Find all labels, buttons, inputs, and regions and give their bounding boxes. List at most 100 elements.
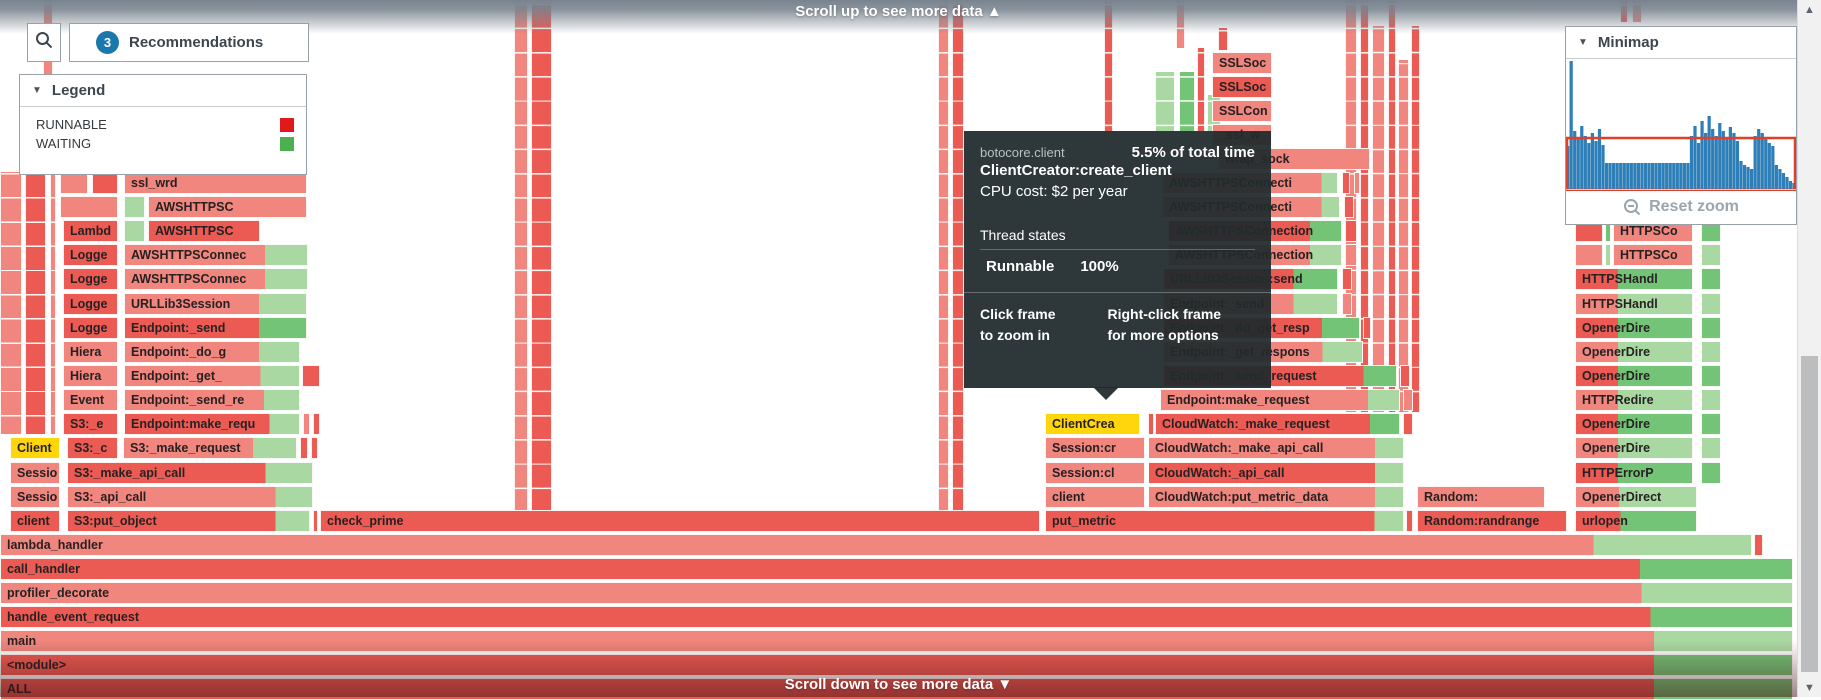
flame-frame[interactable]: Endpoint:_get_ [124, 365, 300, 387]
flame-frame[interactable]: AWSHTTPSC [148, 196, 307, 218]
flame-filler-column[interactable] [531, 0, 552, 510]
flame-frame[interactable]: Event [63, 389, 118, 411]
flame-frame[interactable]: Logge [63, 244, 118, 266]
scrollbar-thumb[interactable] [1801, 356, 1818, 672]
flame-frame[interactable]: S3:_make_api_call [67, 462, 313, 484]
legend-header[interactable]: ▼ Legend [20, 75, 306, 107]
flame-filler-column[interactable] [1411, 26, 1420, 412]
flame-frame-small[interactable] [1400, 365, 1410, 387]
flame-frame[interactable]: Client [10, 437, 60, 459]
flame-frame[interactable]: OpenerDire [1575, 365, 1693, 387]
flame-filler-column[interactable] [1155, 72, 1175, 131]
flame-frame[interactable]: check_prime [320, 510, 1040, 532]
flame-frame[interactable]: call_handler [0, 558, 1793, 580]
flame-frame[interactable]: Session:cl [1045, 462, 1145, 484]
flame-frame-small[interactable] [300, 437, 308, 459]
flame-frame[interactable]: client [10, 510, 60, 532]
flame-filler-column[interactable] [1104, 0, 1113, 131]
flame-frame[interactable]: CloudWatch:put_metric_data [1148, 486, 1404, 508]
flame-frame-small[interactable] [313, 510, 318, 532]
scrollbar-up-arrow-icon[interactable]: ▲ [1804, 4, 1815, 16]
flame-frame-small[interactable] [60, 196, 118, 218]
flame-frame[interactable]: OpenerDire [1575, 317, 1693, 339]
flame-frame-small[interactable] [1701, 365, 1721, 387]
recommendations-button[interactable]: 3 Recommendations [69, 23, 309, 62]
flame-frame[interactable]: HTTPErrorP [1575, 462, 1693, 484]
flame-frame[interactable]: S3:_api_call [67, 486, 313, 508]
flame-filler-column[interactable] [1218, 28, 1228, 50]
flame-frame[interactable]: Random:randrange [1417, 510, 1567, 532]
flame-frame[interactable]: Random: [1417, 486, 1545, 508]
flame-frame-small[interactable] [1403, 389, 1413, 411]
flame-frame[interactable]: S3:_make_request [123, 437, 297, 459]
flame-frame[interactable]: ssl_wrd [124, 172, 307, 194]
search-button[interactable] [27, 23, 61, 62]
flame-frame[interactable]: S3:put_object [67, 510, 310, 532]
flame-frame[interactable]: S3:_c [67, 437, 118, 459]
flame-frame-small[interactable] [60, 172, 88, 194]
scroll-up-hint[interactable]: Scroll up to see more data ▲ [795, 3, 1002, 20]
flame-filler-column[interactable] [514, 0, 528, 510]
flame-frame-small[interactable] [124, 220, 145, 242]
flame-frame-small[interactable] [303, 413, 310, 435]
flame-frame[interactable]: Logge [63, 317, 118, 339]
flame-filler-column[interactable] [952, 0, 964, 510]
flame-frame[interactable]: Sessio [10, 462, 60, 484]
flame-frame[interactable]: S3:_e [63, 413, 118, 435]
flame-frame-small[interactable] [1701, 437, 1721, 459]
flame-filler-column[interactable] [1372, 26, 1385, 412]
flame-frame[interactable]: put_metric [1045, 510, 1404, 532]
flame-frame-small[interactable] [1701, 317, 1721, 339]
flame-frame-small[interactable] [1345, 220, 1357, 242]
reset-zoom-button[interactable]: Reset zoom [1566, 189, 1796, 224]
vertical-scrollbar[interactable]: ▲ ▼ [1797, 0, 1821, 697]
flame-frame-small[interactable] [1406, 510, 1413, 532]
flame-frame[interactable]: HTTPSCo [1613, 244, 1693, 266]
flame-frame-small[interactable] [1701, 389, 1721, 411]
scrollbar-down-arrow-icon[interactable]: ▼ [1804, 682, 1815, 694]
flame-frame[interactable]: ClientCrea [1045, 413, 1140, 435]
flame-frame-small[interactable] [1754, 534, 1763, 556]
flame-frame-small[interactable] [1701, 244, 1721, 266]
flame-filler-column[interactable] [1197, 48, 1205, 131]
flame-frame-small[interactable] [1403, 413, 1413, 435]
flame-frame-small[interactable] [1342, 268, 1352, 290]
flame-frame-small[interactable] [1345, 244, 1357, 266]
flame-filler-column[interactable] [1398, 60, 1409, 412]
flame-frame-small[interactable] [1701, 462, 1721, 484]
flame-frame[interactable]: Logge [63, 293, 118, 315]
flame-frame[interactable]: Endpoint:_do_g [124, 341, 300, 363]
flame-frame-small[interactable] [1701, 293, 1721, 315]
flame-filler-column[interactable] [50, 172, 56, 434]
flame-frame[interactable]: Endpoint:_send_re [124, 389, 300, 411]
flame-filler-column[interactable] [1388, 0, 1396, 412]
flame-frame[interactable]: HTTPSCo [1613, 220, 1693, 242]
flame-frame[interactable]: OpenerDirect [1575, 486, 1697, 508]
flame-frame-small[interactable] [311, 437, 318, 459]
flame-frame[interactable]: HTTPSHandl [1575, 268, 1693, 290]
flame-frame[interactable]: Endpoint:make_requ [124, 413, 300, 435]
flame-filler-column[interactable] [938, 0, 949, 510]
flame-frame[interactable]: AWSHTTPSConnec [124, 244, 308, 266]
minimap-histogram[interactable] [1566, 59, 1796, 191]
flame-frame-small[interactable] [302, 365, 320, 387]
flame-frame[interactable]: Hiera [63, 365, 118, 387]
flame-frame[interactable]: client [1045, 486, 1145, 508]
minimap-header[interactable]: ▼ Minimap [1566, 27, 1796, 59]
flame-frame[interactable]: OpenerDire [1575, 341, 1693, 363]
flame-frame[interactable]: profiler_decorate [0, 582, 1793, 604]
flame-frame[interactable]: AWSHTTPSC [148, 220, 260, 242]
flame-frame[interactable]: CloudWatch:_api_call [1148, 462, 1404, 484]
flame-frame[interactable]: Endpoint:make_request [1160, 389, 1400, 411]
flame-frame[interactable]: SSLCon [1212, 100, 1272, 122]
flame-frame-small[interactable] [313, 413, 320, 435]
flame-frame[interactable]: Session:cr [1045, 437, 1145, 459]
flame-filler-column[interactable] [1179, 72, 1195, 131]
flame-frame-small[interactable] [1363, 317, 1371, 339]
flame-filler-column[interactable] [1360, 0, 1369, 412]
flame-frame[interactable]: Lambd [63, 220, 118, 242]
scroll-down-hint[interactable]: Scroll down to see more data ▼ [784, 676, 1013, 693]
flame-frame[interactable]: URLLib3Session [124, 293, 307, 315]
flame-frame-small[interactable] [1342, 293, 1352, 315]
